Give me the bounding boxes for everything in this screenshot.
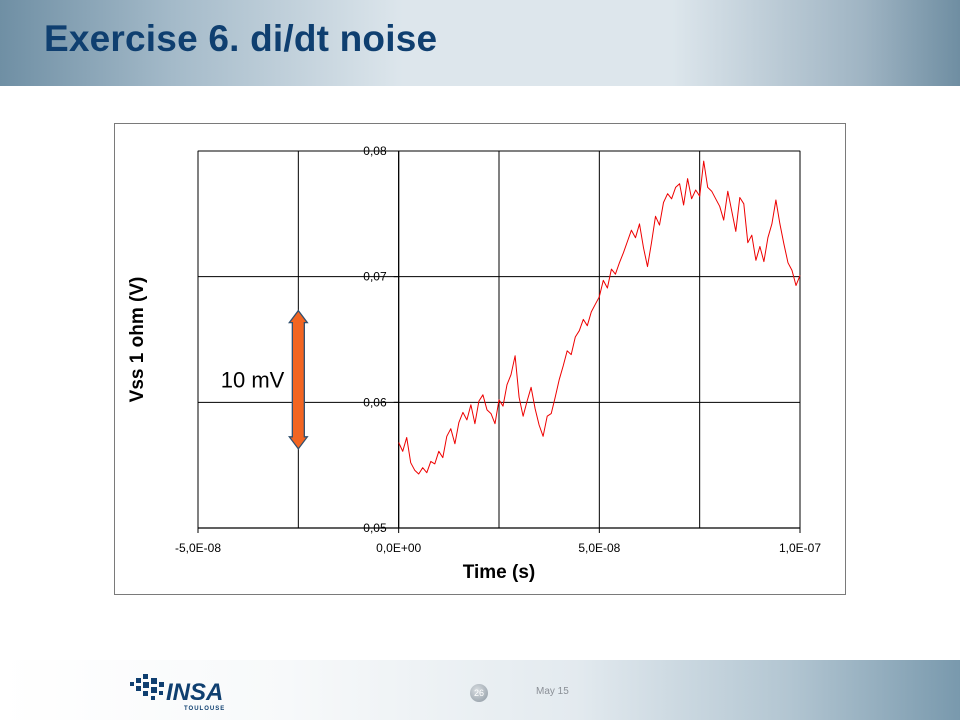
chart-frame: 0,05 0,06 0,07 0,08 -5,0E-08 0,0E+00 5,0E-08 1,… [114, 123, 846, 595]
title-bar: Exercise 6. di/dt noise [0, 0, 960, 86]
logo-text: INSA [166, 679, 223, 706]
logo-subtext: TOULOUSE [184, 706, 225, 712]
grid-lines [197, 150, 801, 529]
y-tick-label: 0,06 [363, 395, 387, 409]
series-line [398, 160, 801, 475]
y-tick-label: 0,08 [363, 144, 387, 158]
chart: 0,05 0,06 0,07 0,08 -5,0E-08 0,0E+00 5,0E-08 1,… [127, 144, 821, 583]
annotation: 10 mV [221, 309, 309, 450]
y-tick-label: 0,05 [363, 521, 387, 535]
x-axis-title: Time (s) [463, 562, 536, 583]
annotation-arrow [288, 309, 309, 450]
footer-date: May 15 [536, 686, 569, 697]
series [398, 160, 801, 475]
axes [197, 150, 801, 533]
x-tick-label: 1,0E-07 [779, 541, 821, 555]
x-tick-label: 5,0E-08 [578, 541, 620, 555]
x-tick-label: 0,0E+00 [376, 541, 421, 555]
y-tick-label: 0,07 [363, 270, 387, 284]
y-axis-title: Vss 1 ohm (V) [127, 277, 148, 403]
slide-title: Exercise 6. di/dt noise [44, 18, 438, 59]
page-number: 26 [470, 684, 488, 702]
insa-logo: INSA TOULOUSE [130, 674, 225, 712]
tick-labels: 0,05 0,06 0,07 0,08 -5,0E-08 0,0E+00 5,0E-08 1,… [175, 144, 821, 555]
x-tick-label: -5,0E-08 [175, 541, 221, 555]
annotation-label: 10 mV [221, 368, 285, 393]
